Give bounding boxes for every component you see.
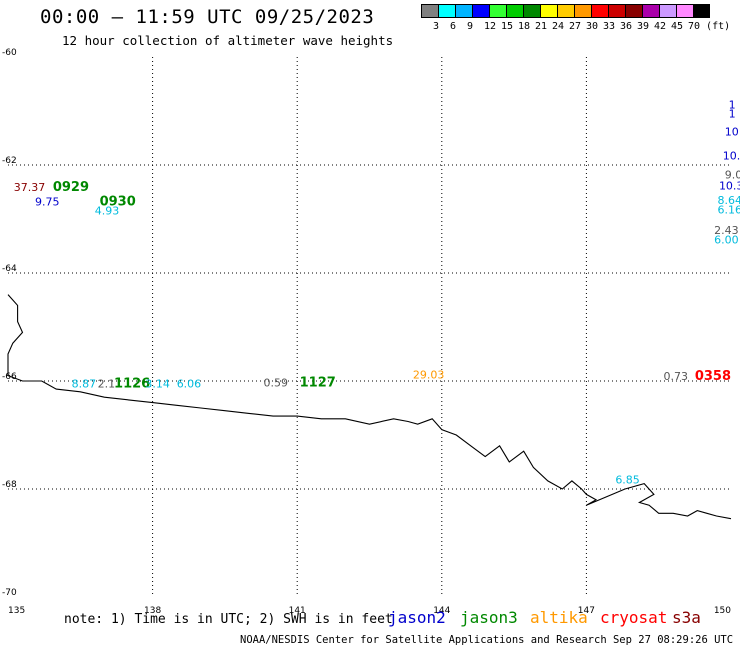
wave-height-label: 3.14 <box>145 377 170 390</box>
legend-swatches <box>421 4 710 18</box>
wave-height-label: 8.64 <box>718 194 740 207</box>
wave-height-label: 9.0 <box>725 169 740 182</box>
wave-height-label: 1 <box>729 98 736 111</box>
latitude-tick-label: -62 <box>2 156 17 166</box>
legend-label: 70 (ft) <box>688 21 731 32</box>
legend-label: 9 <box>467 21 474 32</box>
wave-height-label: 2.43 <box>714 224 739 237</box>
legend-swatch <box>676 4 693 18</box>
wave-height-label: 29.03 <box>413 368 445 381</box>
legend-swatch <box>455 4 472 18</box>
legend-swatch <box>438 4 455 18</box>
wave-height-label: 6.16 <box>718 204 740 217</box>
wave-height-label: 2.1 <box>98 377 116 390</box>
wave-height-label: 6.00 <box>714 233 739 246</box>
satellite-jason2-label: jason2 <box>388 608 446 627</box>
wave-height-label: 0.73 <box>664 370 689 383</box>
legend-label: 42 <box>654 21 667 32</box>
legend-swatch <box>523 4 540 18</box>
legend-label: 33 <box>603 21 616 32</box>
legend-swatch <box>540 4 557 18</box>
wave-height-label: 10 <box>725 125 739 138</box>
satellite-altika-label: altika <box>530 608 588 627</box>
wave-height-label: 0929 <box>53 180 89 195</box>
longitude-tick-label: 147 <box>578 606 595 616</box>
legend-swatch <box>574 4 591 18</box>
wave-height-label: 1 <box>729 107 736 120</box>
wave-height-label: 8.87 <box>72 377 97 390</box>
wave-height-label: 10. <box>723 150 740 163</box>
latitude-tick-label: -70 <box>2 588 17 598</box>
wave-height-label: 1127 <box>300 375 336 390</box>
legend-label: 27 <box>569 21 582 32</box>
longitude-tick-label: 144 <box>433 606 450 616</box>
wave-height-label: 10.3 <box>719 179 740 192</box>
legend-label: 39 <box>637 21 650 32</box>
legend-swatch <box>421 4 438 18</box>
legend-swatch <box>591 4 608 18</box>
legend-labels: 3 6 9 12 15 18 21 24 27 30 33 36 39 42 45 70 (ft) <box>421 21 740 35</box>
wave-height-label: 0930 <box>100 195 136 210</box>
map-title: 00:00 – 11:59 UTC 09/25/2023 <box>40 6 375 28</box>
satellite-jason3-label: jason3 <box>460 608 518 627</box>
wave-height-label: 0.59 <box>263 376 288 389</box>
map-subtitle: 12 hour collection of altimeter wave hei… <box>62 33 394 48</box>
latitude-tick-label: -64 <box>2 264 17 274</box>
wave-height-label: 6.06 <box>177 377 202 390</box>
legend-label: 36 <box>620 21 633 32</box>
legend-label: 6 <box>450 21 457 32</box>
footer-note: note: 1) Time is in UTC; 2) SWH is in fe… <box>64 612 393 627</box>
legend-swatch <box>506 4 523 18</box>
legend-label: 21 <box>535 21 548 32</box>
legend-swatch <box>472 4 489 18</box>
latitude-tick-label: -68 <box>2 480 17 490</box>
legend-label: 3 <box>433 21 440 32</box>
legend-label: 45 <box>671 21 684 32</box>
legend-label: 24 <box>552 21 565 32</box>
legend-label: 30 <box>586 21 599 32</box>
wave-height-label: 1126 <box>114 376 150 391</box>
legend-swatch <box>659 4 676 18</box>
legend-label: 12 <box>484 21 497 32</box>
credit-line: NOAA/NESDIS Center for Satellite Applica… <box>240 634 740 646</box>
longitude-tick-label: 150 <box>714 606 731 616</box>
longitude-tick-label: 138 <box>144 606 161 616</box>
legend-swatch <box>489 4 506 18</box>
coastline <box>7 294 732 520</box>
latitude-tick-label: -66 <box>2 372 17 382</box>
legend-swatch <box>625 4 642 18</box>
legend-swatch <box>642 4 659 18</box>
wave-height-label: 9.75 <box>35 196 60 209</box>
wave-height-label: 6.85 <box>615 474 640 487</box>
legend-label: 18 <box>518 21 531 32</box>
latitude-tick-label: -60 <box>2 48 17 58</box>
legend-swatch <box>693 4 710 18</box>
legend-label: 15 <box>501 21 514 32</box>
legend-swatch <box>557 4 574 18</box>
wave-height-label: 37.37 <box>14 181 46 194</box>
longitude-tick-label: 141 <box>289 606 306 616</box>
color-legend: 3 6 9 12 15 18 21 24 27 30 33 36 39 42 45 70 (ft) <box>421 4 730 32</box>
longitude-tick-label: 135 <box>8 606 25 616</box>
wave-height-label: 0358 <box>695 369 731 384</box>
satellite-cryosat-label: cryosat <box>600 608 668 627</box>
wave-height-label: 4.93 <box>95 205 120 218</box>
legend-swatch <box>608 4 625 18</box>
satellite-s3a-label: s3a <box>672 608 701 627</box>
